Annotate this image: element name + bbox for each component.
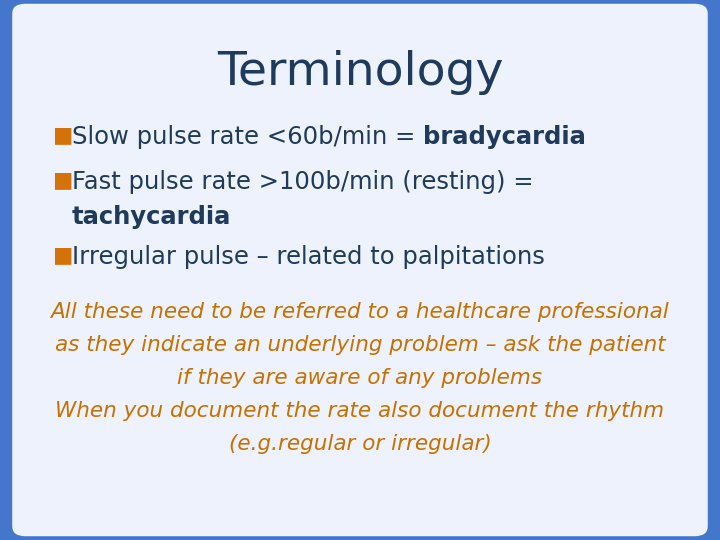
Text: as they indicate an underlying problem – ask the patient: as they indicate an underlying problem –…	[55, 335, 665, 355]
Text: Fast pulse rate >100b/min (resting) =: Fast pulse rate >100b/min (resting) =	[72, 170, 541, 194]
Text: When you document the rate also document the rhythm: When you document the rate also document…	[55, 401, 665, 421]
Text: tachycardia: tachycardia	[72, 205, 231, 229]
Text: (e.g.regular or irregular): (e.g.regular or irregular)	[229, 434, 491, 454]
Text: Terminology: Terminology	[217, 50, 503, 95]
Text: ■: ■	[52, 125, 73, 145]
Text: Slow pulse rate <60b/min =: Slow pulse rate <60b/min =	[72, 125, 423, 149]
Text: bradycardia: bradycardia	[423, 125, 586, 149]
Text: All these need to be referred to a healthcare professional: All these need to be referred to a healt…	[50, 302, 670, 322]
Text: if they are aware of any problems: if they are aware of any problems	[177, 368, 543, 388]
Text: ■: ■	[52, 245, 73, 265]
Text: Irregular pulse – related to palpitations: Irregular pulse – related to palpitation…	[72, 245, 545, 269]
Text: ■: ■	[52, 170, 73, 190]
